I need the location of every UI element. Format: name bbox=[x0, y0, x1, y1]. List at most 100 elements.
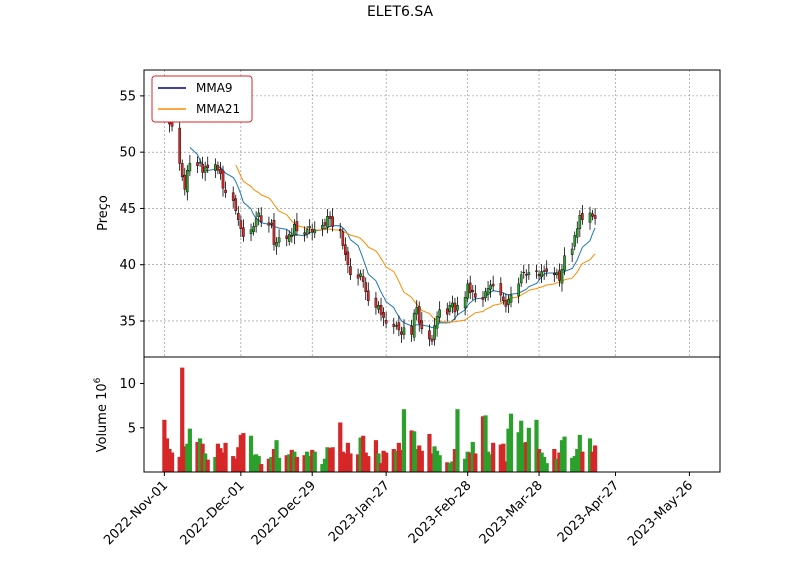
volume-bar bbox=[185, 443, 190, 472]
candle-body bbox=[198, 162, 202, 164]
candle-body bbox=[221, 170, 225, 189]
candle-body bbox=[397, 322, 401, 331]
mma9-line bbox=[189, 147, 596, 329]
candle-body bbox=[392, 323, 396, 327]
volume-bar bbox=[164, 438, 170, 472]
volume-bar bbox=[577, 434, 582, 472]
volume-bar bbox=[524, 441, 529, 472]
candle-body bbox=[270, 222, 273, 225]
candle-body bbox=[366, 290, 370, 301]
volume-bar bbox=[521, 442, 526, 472]
candle-body bbox=[180, 163, 184, 178]
candle-body bbox=[259, 215, 263, 223]
volume-bar bbox=[271, 449, 277, 472]
candle-body bbox=[254, 218, 258, 227]
volume-y-tick-label: 10 bbox=[119, 377, 136, 392]
volume-bar bbox=[483, 415, 488, 472]
volume-bar bbox=[447, 463, 452, 472]
volume-bar bbox=[205, 459, 210, 472]
candle-body bbox=[239, 220, 243, 229]
candle-body bbox=[308, 226, 311, 229]
candle-body bbox=[267, 222, 271, 226]
candle-body bbox=[481, 297, 485, 300]
volume-bar bbox=[437, 455, 442, 472]
volume-bar bbox=[381, 450, 386, 472]
candle-body bbox=[499, 283, 503, 296]
candle-body bbox=[272, 220, 276, 245]
volume-bar bbox=[468, 452, 473, 472]
price-y-tick-label: 45 bbox=[119, 202, 136, 217]
volume-bar bbox=[233, 458, 238, 472]
candle-body bbox=[466, 283, 469, 299]
volume-bar bbox=[200, 443, 205, 472]
volume-bar bbox=[361, 435, 366, 472]
volume-bar bbox=[254, 454, 259, 472]
candle-body bbox=[591, 213, 594, 217]
candle-body bbox=[507, 299, 510, 305]
candle-body bbox=[349, 266, 352, 276]
volume-bar bbox=[465, 451, 470, 472]
candle-body bbox=[535, 270, 538, 272]
volume-bar bbox=[236, 447, 241, 472]
candle-body bbox=[575, 228, 579, 238]
candle-body bbox=[203, 166, 207, 173]
price-y-tick-label: 40 bbox=[119, 258, 136, 273]
volume-bar bbox=[519, 420, 524, 472]
volume-bar bbox=[544, 463, 549, 472]
volume-bar bbox=[358, 437, 363, 472]
candle-body bbox=[379, 305, 383, 315]
candle-body bbox=[435, 316, 439, 329]
candle-body bbox=[249, 229, 253, 235]
candle-body bbox=[341, 231, 345, 246]
volume-bar bbox=[498, 444, 503, 472]
candle-body bbox=[542, 270, 546, 272]
volume-bar bbox=[414, 449, 419, 472]
x-tick-label: 2022-Nov-01 bbox=[101, 478, 171, 548]
volume-bar bbox=[401, 409, 407, 472]
candle-body bbox=[491, 283, 495, 287]
candle-body bbox=[525, 274, 528, 276]
volume-bar bbox=[575, 449, 580, 472]
volume-bar bbox=[485, 451, 491, 472]
candle-body bbox=[448, 305, 452, 312]
price-y-tick-label: 35 bbox=[119, 314, 136, 329]
candle-body bbox=[438, 309, 441, 318]
candle-body bbox=[275, 241, 278, 247]
volume-bar bbox=[259, 464, 264, 472]
candlesticks bbox=[163, 93, 597, 347]
candle-body bbox=[420, 320, 424, 330]
volume-bars bbox=[162, 367, 598, 472]
candle-body bbox=[224, 189, 227, 193]
candle-body bbox=[558, 270, 561, 281]
candle-body bbox=[237, 213, 240, 220]
volume-bar bbox=[169, 452, 175, 472]
candle-body bbox=[252, 226, 255, 232]
volume-bar bbox=[557, 452, 562, 472]
candle-body bbox=[183, 174, 187, 190]
legend-label-mma21: MMA21 bbox=[196, 102, 240, 116]
volume-bar bbox=[325, 447, 330, 472]
volume-bar bbox=[241, 433, 246, 472]
volume-bar bbox=[289, 449, 294, 472]
candle-body bbox=[489, 284, 492, 290]
volume-bar bbox=[516, 432, 521, 472]
x-tick-label: 2023-Mar-28 bbox=[477, 478, 546, 547]
candle-body bbox=[570, 248, 574, 256]
volume-bar bbox=[378, 463, 384, 472]
volume-bar bbox=[197, 438, 203, 472]
volume-bar bbox=[248, 435, 254, 472]
volume-bar bbox=[503, 461, 509, 472]
legend: MMA9 MMA21 bbox=[151, 75, 253, 123]
x-tick-label: 2023-Apr-27 bbox=[555, 478, 622, 545]
volume-plot-frame bbox=[143, 356, 721, 473]
volume-y-label-exponent: 6 bbox=[93, 377, 103, 383]
volume-bar bbox=[322, 458, 328, 472]
x-axis: 2022-Nov-01 2022-Dec-01 2022-Dec-29 2023-Ja… bbox=[101, 472, 696, 549]
legend-label-mma9: MMA9 bbox=[196, 81, 233, 95]
candle-body bbox=[395, 325, 398, 327]
candle-body bbox=[287, 234, 291, 242]
candle-body bbox=[581, 213, 584, 220]
volume-bar bbox=[231, 456, 236, 472]
volume-bar bbox=[480, 416, 486, 472]
candle-body bbox=[277, 237, 281, 243]
